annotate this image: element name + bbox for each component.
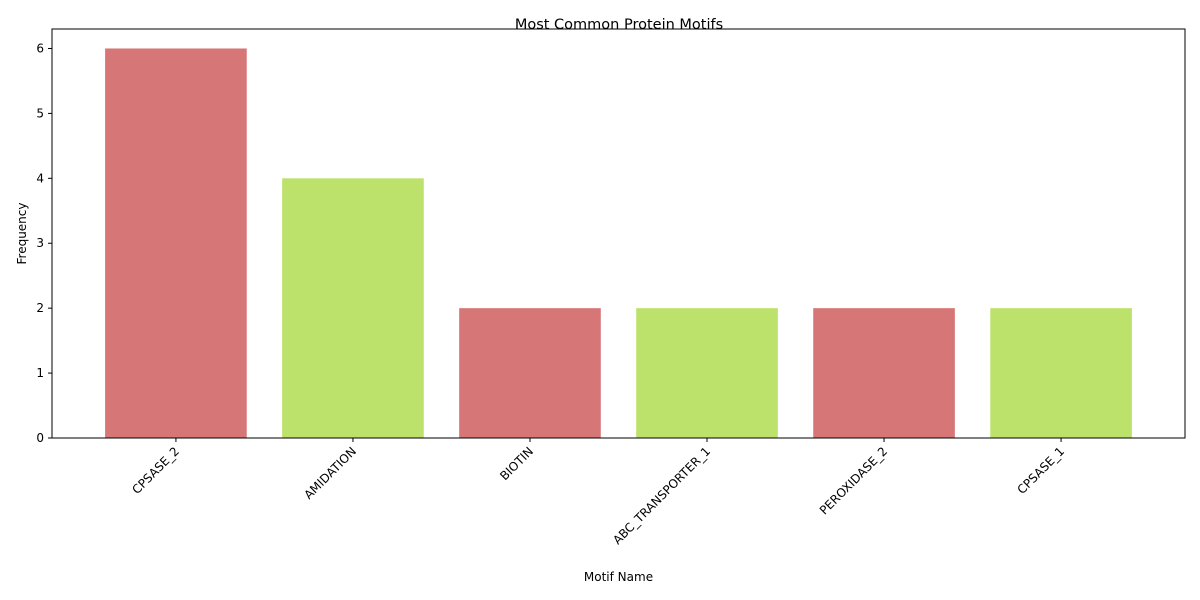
y-tick-label: 4: [36, 171, 44, 185]
y-tick-label: 2: [36, 301, 44, 315]
bars-group: [105, 48, 1132, 439]
bar-amidation: [282, 178, 424, 439]
x-tick-label: BIOTIN: [497, 444, 536, 483]
y-tick-label: 1: [36, 366, 44, 380]
x-tick-label: PEROXIDASE_2: [817, 444, 890, 517]
chart-title: Most Common Protein Motifs: [515, 17, 723, 33]
y-axis-label: Frequency: [15, 203, 29, 265]
x-tick-label: ABC_TRANSPORTER_1: [610, 444, 713, 547]
y-tick-label: 6: [36, 41, 44, 55]
x-tick-label: CPSASE_2: [129, 444, 182, 497]
bar-cpsase-1: [990, 308, 1132, 438]
y-tick-label: 5: [36, 106, 44, 120]
y-axis: 0 1 2 3 4 5 6: [36, 41, 52, 445]
y-tick-label: 0: [36, 431, 44, 445]
bar-biotin: [459, 308, 601, 438]
x-tick-label: AMIDATION: [301, 444, 359, 502]
x-axis-label: Motif Name: [584, 570, 653, 584]
bar-peroxidase-2: [813, 308, 955, 438]
bar-cpsase-2: [105, 48, 247, 438]
x-axis: CPSASE_2 AMIDATION BIOTIN ABC_TRANSPORTER_1…: [129, 438, 1067, 547]
x-tick-label: CPSASE_1: [1015, 444, 1068, 497]
plot-frame: [51, 28, 1186, 439]
bar-abc-transporter-1: [636, 308, 778, 438]
y-tick-label: 3: [36, 236, 44, 250]
